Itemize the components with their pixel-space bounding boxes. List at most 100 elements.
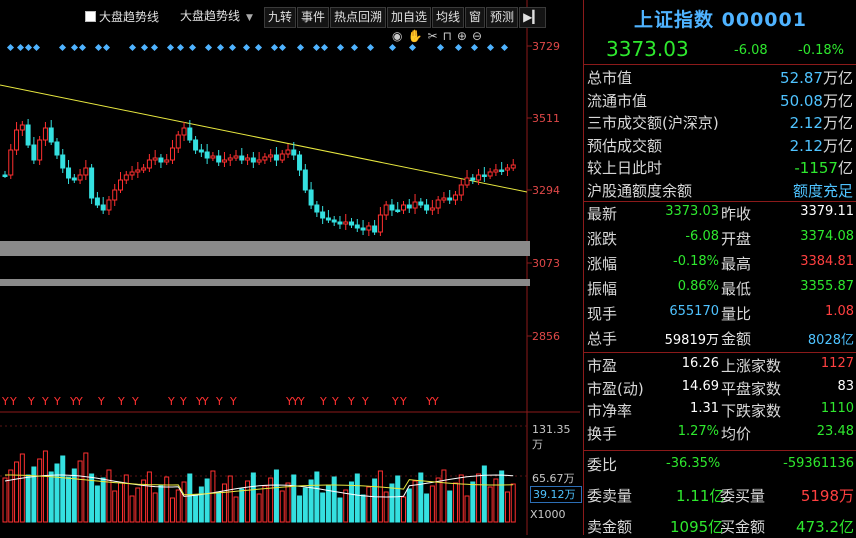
collapse-panel-button[interactable]: ▶▎ [519, 6, 546, 28]
signal-diamond [242, 43, 251, 52]
candle-body [464, 177, 470, 186]
y-tick-label: 3729 [532, 40, 560, 53]
signal-y-marker: Y [229, 395, 237, 408]
summary-unit: 万亿 [822, 136, 853, 155]
stat-label: 市净率 [587, 402, 633, 420]
candle-body [372, 225, 378, 233]
buy-volume-label: 委买量 [720, 487, 766, 505]
stat-label: 金额 [721, 330, 752, 348]
signal-y-marker: Y [1, 395, 9, 408]
candle-body [181, 127, 187, 136]
trendline-dropdown[interactable]: 大盘趋势线 ▼ [177, 7, 263, 28]
stat-label: 涨跌 [587, 230, 618, 248]
candle-body [429, 207, 435, 211]
candle-body [320, 211, 326, 219]
volume-bar [383, 491, 389, 523]
volume-bar [412, 480, 418, 523]
summary-value: 50.08万亿 [780, 90, 853, 111]
signal-y-marker: Y [75, 395, 83, 408]
volume-bar [343, 489, 349, 523]
candle-body [268, 154, 274, 158]
hand-icon[interactable]: ✋ [407, 29, 428, 43]
signal-diamond [150, 43, 159, 52]
candle-body [193, 139, 199, 151]
add-watchlist-button[interactable]: 加自选 [387, 6, 432, 28]
stat-value: 0.86% [677, 279, 719, 294]
moving-average-button[interactable]: 均线 [432, 6, 465, 28]
volume-bar [94, 485, 100, 523]
summary-number: 52.87 [780, 69, 823, 87]
volume-bar [285, 482, 291, 523]
summary-row: 较上日此时 -1157亿 [587, 157, 853, 179]
signal-y-marker: Y [425, 395, 433, 408]
volume-bar [233, 496, 239, 523]
event-button[interactable]: 事件 [296, 6, 329, 28]
candle-body [42, 127, 48, 141]
candle-body [279, 153, 285, 161]
divider [584, 352, 856, 353]
stat-value: 16.26 [681, 356, 719, 371]
volume-bar [204, 478, 210, 523]
volume-bar [435, 477, 441, 523]
signal-diamond [436, 43, 445, 52]
volume-bar [349, 481, 355, 523]
volume-bar [406, 488, 412, 523]
candle-body [476, 174, 482, 181]
candle-body [164, 159, 170, 163]
candle-body [129, 171, 135, 176]
candle-body [510, 164, 516, 169]
jiuzhuan-button[interactable]: 九转 [263, 6, 296, 28]
volume-bar [221, 483, 227, 523]
signal-diamond [128, 43, 137, 52]
zoom-in-icon[interactable]: ⊕ [456, 29, 472, 43]
sell-volume-value: 1.11亿 [676, 487, 725, 505]
gray-band [0, 241, 530, 256]
summary-number: 额度充足 [792, 181, 853, 200]
hotspot-review-button[interactable]: 热点回溯 [329, 6, 386, 28]
zoom-out-icon[interactable]: ⊖ [471, 29, 487, 43]
signal-y-marker: Y [131, 395, 139, 408]
stat-label: 振幅 [587, 280, 618, 298]
candle-body [470, 177, 476, 181]
stat-value: 3374.08 [800, 229, 854, 244]
volume-bar [250, 472, 256, 523]
signal-y-marker: Y [215, 395, 223, 408]
stat-value: -6.08 [685, 229, 719, 244]
checkbox-icon[interactable] [85, 10, 96, 22]
candle-body [435, 199, 441, 209]
summary-row: 总市值 52.87万亿 [587, 67, 853, 89]
volume-bar [268, 477, 274, 523]
summary-number: -1157 [794, 159, 838, 177]
candle-body [377, 214, 383, 233]
candle-body [354, 224, 360, 229]
current-price: 3373.03 [606, 37, 689, 61]
eye-icon[interactable]: ◉ [392, 29, 408, 43]
forecast-button[interactable]: 预测 [486, 6, 519, 28]
volume-bar [464, 495, 470, 523]
stat-value: 3355.87 [800, 279, 854, 294]
y-tick-label: 3073 [532, 257, 560, 270]
volume-bar [31, 466, 37, 523]
candle-body [314, 204, 320, 213]
candle-body [135, 169, 141, 173]
signal-diamond [408, 43, 417, 52]
window-button[interactable]: 窗 [465, 6, 486, 28]
trendline-checkbox[interactable]: 大盘趋势线 [82, 8, 162, 27]
volume-bar [389, 483, 395, 523]
volume-bar [118, 482, 124, 523]
volume-tick-label: 131.35万 [532, 423, 571, 451]
scissors-icon[interactable]: ✂ [427, 29, 443, 43]
signal-diamond [102, 43, 111, 52]
signal-diamond [320, 43, 329, 52]
candle-body [406, 204, 412, 209]
stat-label: 涨幅 [587, 255, 618, 273]
summary-value: -1157亿 [794, 157, 853, 178]
lock-icon[interactable]: ⊓ [442, 29, 457, 43]
price-change-pct: -0.18% [798, 43, 844, 58]
volume-unit-label: X1000 [530, 508, 566, 521]
summary-value: 2.12万亿 [790, 135, 853, 156]
candle-body [481, 174, 487, 177]
stat-label: 量比 [721, 305, 752, 323]
